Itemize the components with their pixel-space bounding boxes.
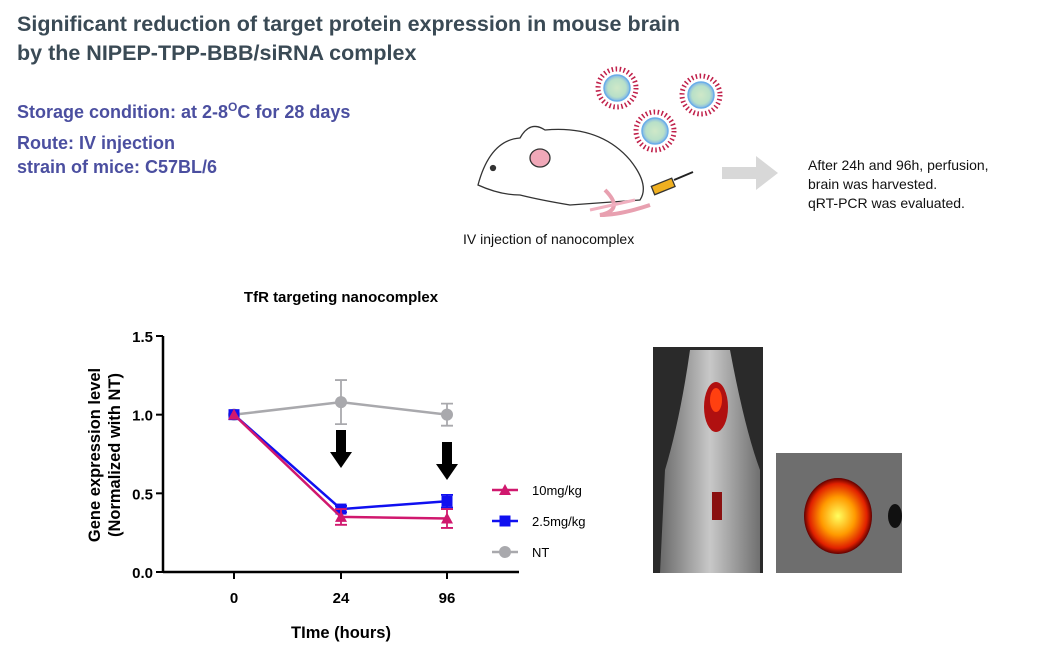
process-arrow-icon [722,156,778,190]
injection-caption: IV injection of nanocomplex [463,231,635,247]
strain: strain of mice: C57BL/6 [17,157,218,177]
nanoparticle-icon [679,73,723,117]
x-tick-label: 24 [333,590,350,607]
route: Route: IV injection [17,133,176,153]
process-line: After 24h and 96h, perfusion, [808,157,989,173]
slide-title: Significant reduction of target protein … [17,10,680,68]
y-axis-label: Gene expression level [86,368,104,542]
legend-label: NT [532,545,549,560]
degree-sup: O [228,100,238,114]
title-line: Significant reduction of target protein … [17,12,681,36]
mouse-fluorescence-image [653,347,763,573]
process-line: brain was harvested. [808,176,938,192]
legend-label: 2.5mg/kg [532,514,585,529]
down-arrow-icon [436,442,458,480]
data-point [335,396,347,409]
down-arrow-icon [330,430,352,468]
mouse-icon [477,125,694,217]
data-point [441,408,453,421]
legend-marker [499,515,511,527]
y-axis-label: (Normalized with NT) [106,373,124,537]
brain-fluorescence-image [776,453,902,573]
y-tick-label: 1.0 [132,408,153,425]
y-tick-label: 0.5 [132,486,153,503]
legend-marker [499,546,511,558]
legend-marker [499,484,511,495]
x-tick-label: 0 [230,590,238,607]
storage-condition: Storage condition: at 2-8OC for 28 days [17,100,350,123]
nanoparticle-icon [595,66,639,110]
process-description: After 24h and 96h, perfusion, brain was … [808,156,989,213]
x-axis-label: TIme (hours) [291,624,391,642]
storage-text: C for 28 days [237,102,351,122]
title-line: by the NIPEP-TPP-BBB/siRNA complex [17,41,417,65]
y-tick-label: 0.0 [132,565,153,582]
data-point [335,510,347,522]
data-point [441,512,453,524]
process-line: qRT-PCR was evaluated. [808,195,965,211]
chart-title: TfR targeting nanocomplex [244,289,439,306]
data-point [228,408,240,420]
data-point [441,495,453,507]
nanoparticle-icon [633,109,677,153]
legend-label: 10mg/kg [532,483,582,498]
y-tick-label: 1.5 [132,329,153,346]
x-tick-label: 96 [439,590,456,607]
storage-text: Storage condition: at 2-8 [17,102,229,122]
line-chart: TfR targeting nanocomplex 0.0 0.5 1.0 1.5 0 24… [86,289,585,642]
